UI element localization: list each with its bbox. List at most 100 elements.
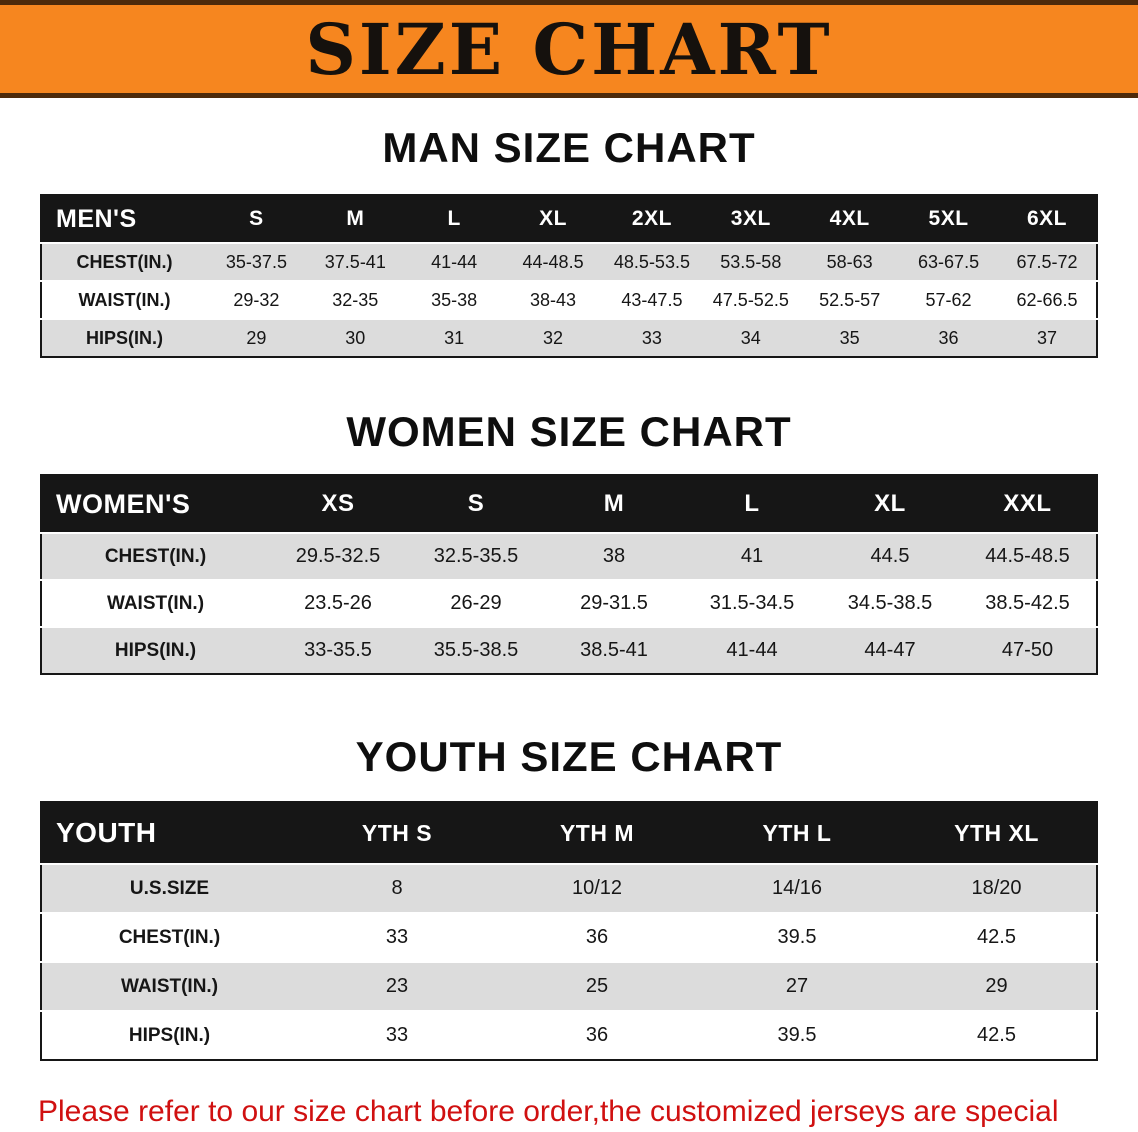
men-size-section: MAN SIZE CHART MEN'S S M L XL 2XL 3XL 4XL 5XL 6XL… — [0, 124, 1138, 358]
size-header-cell: XL — [821, 475, 959, 533]
men-size-table: MEN'S S M L XL 2XL 3XL 4XL 5XL 6XL CHEST(IN.) 35-37… — [40, 194, 1098, 358]
table-title-cell: WOMEN'S — [41, 475, 269, 533]
table-row: WAIST(IN.) 23 25 27 29 — [41, 961, 1097, 1011]
value-cell: 29.5-32.5 — [269, 532, 407, 580]
value-cell: 41-44 — [683, 626, 821, 674]
row-label-cell: U.S.SIZE — [41, 863, 297, 913]
size-header-cell: S — [207, 195, 306, 243]
value-cell: 33 — [297, 912, 497, 962]
table-title-cell: MEN'S — [41, 195, 207, 243]
men-section-heading: MAN SIZE CHART — [382, 124, 756, 171]
value-cell: 33 — [297, 1010, 497, 1060]
value-cell: 29 — [207, 318, 306, 357]
table-row: HIPS(IN.) 29 30 31 32 33 34 35 36 37 — [41, 318, 1097, 357]
row-label-cell: WAIST(IN.) — [41, 280, 207, 319]
value-cell: 29-32 — [207, 280, 306, 319]
value-cell: 44.5 — [821, 532, 959, 580]
value-cell: 31.5-34.5 — [683, 579, 821, 627]
women-section-heading: WOMEN SIZE CHART — [346, 408, 792, 455]
women-size-section: WOMEN SIZE CHART WOMEN'S XS S M L XL XXL CHEST(… — [0, 408, 1138, 675]
value-cell: 23.5-26 — [269, 579, 407, 627]
value-cell: 39.5 — [697, 1010, 897, 1060]
size-header-cell: YTH M — [497, 802, 697, 864]
value-cell: 62-66.5 — [998, 280, 1097, 319]
value-cell: 23 — [297, 961, 497, 1011]
value-cell: 37.5-41 — [305, 242, 405, 281]
value-cell: 67.5-72 — [998, 242, 1097, 281]
row-label-cell: HIPS(IN.) — [41, 626, 269, 674]
size-header-cell: 6XL — [998, 195, 1097, 243]
size-header-cell: M — [305, 195, 405, 243]
disclaimer-text: Please refer to our size chart before or… — [38, 1089, 1138, 1132]
table-header-row: YOUTH YTH S YTH M YTH L YTH XL — [41, 802, 1097, 864]
value-cell: 44.5-48.5 — [959, 532, 1097, 580]
value-cell: 57-62 — [899, 280, 998, 319]
value-cell: 30 — [305, 318, 405, 357]
value-cell: 33-35.5 — [269, 626, 407, 674]
value-cell: 29-31.5 — [545, 579, 683, 627]
value-cell: 36 — [899, 318, 998, 357]
value-cell: 38.5-42.5 — [959, 579, 1097, 627]
value-cell: 32 — [503, 318, 603, 357]
size-header-cell: L — [404, 195, 504, 243]
size-header-cell: 4XL — [800, 195, 900, 243]
disclaimer-line-1: Please refer to our size chart before or… — [38, 1095, 1059, 1128]
value-cell: 38-43 — [503, 280, 603, 319]
value-cell: 53.5-58 — [701, 242, 801, 281]
row-label-cell: HIPS(IN.) — [41, 318, 207, 357]
size-header-cell: XL — [503, 195, 603, 243]
value-cell: 25 — [497, 961, 697, 1011]
size-header-cell: 3XL — [701, 195, 801, 243]
youth-section-heading: YOUTH SIZE CHART — [355, 733, 783, 780]
value-cell: 44-47 — [821, 626, 959, 674]
value-cell: 10/12 — [497, 863, 697, 913]
value-cell: 27 — [697, 961, 897, 1011]
size-header-cell: 5XL — [899, 195, 998, 243]
value-cell: 48.5-53.5 — [602, 242, 702, 281]
table-row: WAIST(IN.) 29-32 32-35 35-38 38-43 43-47.5 47.… — [41, 280, 1097, 319]
size-chart-banner: SIZE CHART — [0, 0, 1138, 98]
size-header-cell: L — [683, 475, 821, 533]
value-cell: 39.5 — [697, 912, 897, 962]
value-cell: 18/20 — [897, 863, 1097, 913]
table-row: CHEST(IN.) 35-37.5 37.5-41 41-44 44-48.5 48.5… — [41, 242, 1097, 281]
value-cell: 36 — [497, 1010, 697, 1060]
value-cell: 37 — [998, 318, 1097, 357]
row-label-cell: CHEST(IN.) — [41, 242, 207, 281]
size-header-cell: 2XL — [602, 195, 702, 243]
row-label-cell: HIPS(IN.) — [41, 1010, 297, 1060]
value-cell: 47-50 — [959, 626, 1097, 674]
table-title-cell: YOUTH — [41, 802, 297, 864]
value-cell: 43-47.5 — [602, 280, 702, 319]
youth-size-section: YOUTH SIZE CHART YOUTH YTH S YTH M YTH L YTH… — [0, 733, 1138, 1061]
value-cell: 58-63 — [800, 242, 900, 281]
value-cell: 35.5-38.5 — [407, 626, 545, 674]
table-row: HIPS(IN.) 33-35.5 35.5-38.5 38.5-41 41-44 44-… — [41, 626, 1097, 674]
value-cell: 26-29 — [407, 579, 545, 627]
value-cell: 32.5-35.5 — [407, 532, 545, 580]
size-header-cell: YTH L — [697, 802, 897, 864]
size-header-cell: XXL — [959, 475, 1097, 533]
value-cell: 41-44 — [404, 242, 504, 281]
value-cell: 44-48.5 — [503, 242, 603, 281]
table-row: WAIST(IN.) 23.5-26 26-29 29-31.5 31.5-34.5 34… — [41, 579, 1097, 627]
size-header-cell: M — [545, 475, 683, 533]
value-cell: 35-38 — [404, 280, 504, 319]
value-cell: 63-67.5 — [899, 242, 998, 281]
size-header-cell: S — [407, 475, 545, 533]
women-size-table: WOMEN'S XS S M L XL XXL CHEST(IN.) 29.5-32.5 32.5… — [40, 474, 1098, 675]
table-header-row: MEN'S S M L XL 2XL 3XL 4XL 5XL 6XL — [41, 195, 1097, 243]
size-header-cell: YTH XL — [897, 802, 1097, 864]
value-cell: 34 — [701, 318, 801, 357]
row-label-cell: WAIST(IN.) — [41, 579, 269, 627]
size-header-cell: XS — [269, 475, 407, 533]
value-cell: 42.5 — [897, 912, 1097, 962]
row-label-cell: CHEST(IN.) — [41, 912, 297, 962]
value-cell: 31 — [404, 318, 504, 357]
value-cell: 8 — [297, 863, 497, 913]
table-header-row: WOMEN'S XS S M L XL XXL — [41, 475, 1097, 533]
page-title: SIZE CHART — [305, 7, 833, 91]
value-cell: 35 — [800, 318, 900, 357]
value-cell: 34.5-38.5 — [821, 579, 959, 627]
